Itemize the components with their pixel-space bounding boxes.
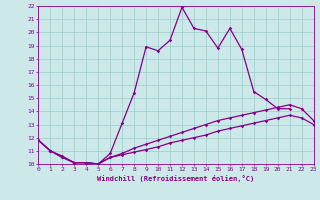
X-axis label: Windchill (Refroidissement éolien,°C): Windchill (Refroidissement éolien,°C)	[97, 175, 255, 182]
